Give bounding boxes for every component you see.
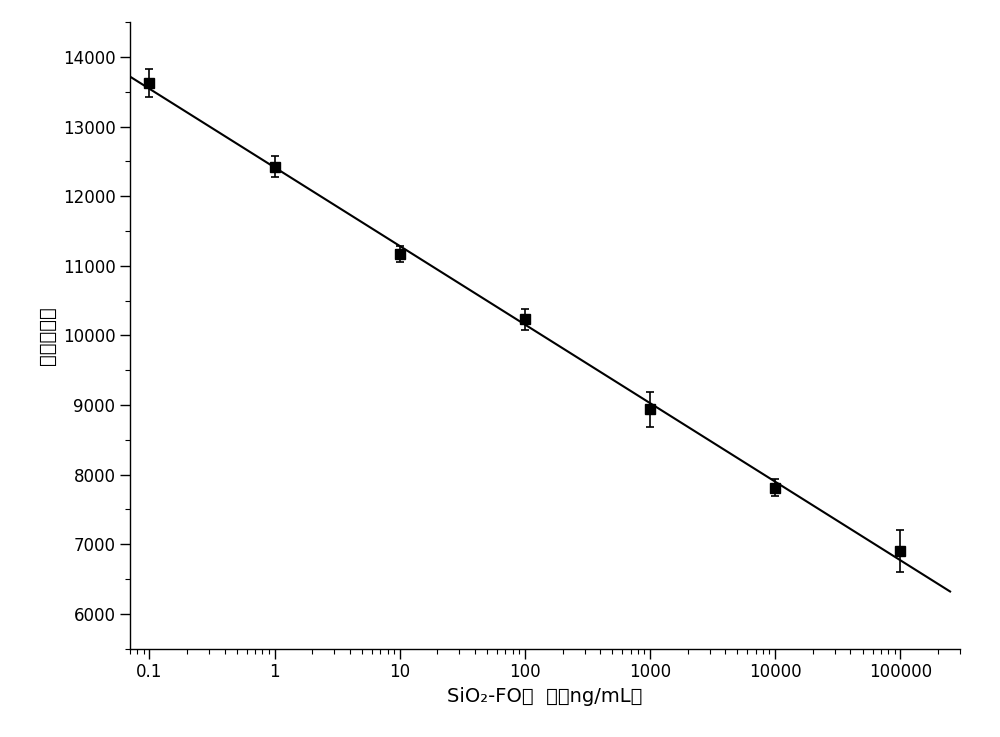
Y-axis label: 荧光强度値: 荧光强度値	[38, 306, 57, 365]
X-axis label: SiO₂-FO浓  度（ng/mL）: SiO₂-FO浓 度（ng/mL）	[447, 687, 643, 706]
